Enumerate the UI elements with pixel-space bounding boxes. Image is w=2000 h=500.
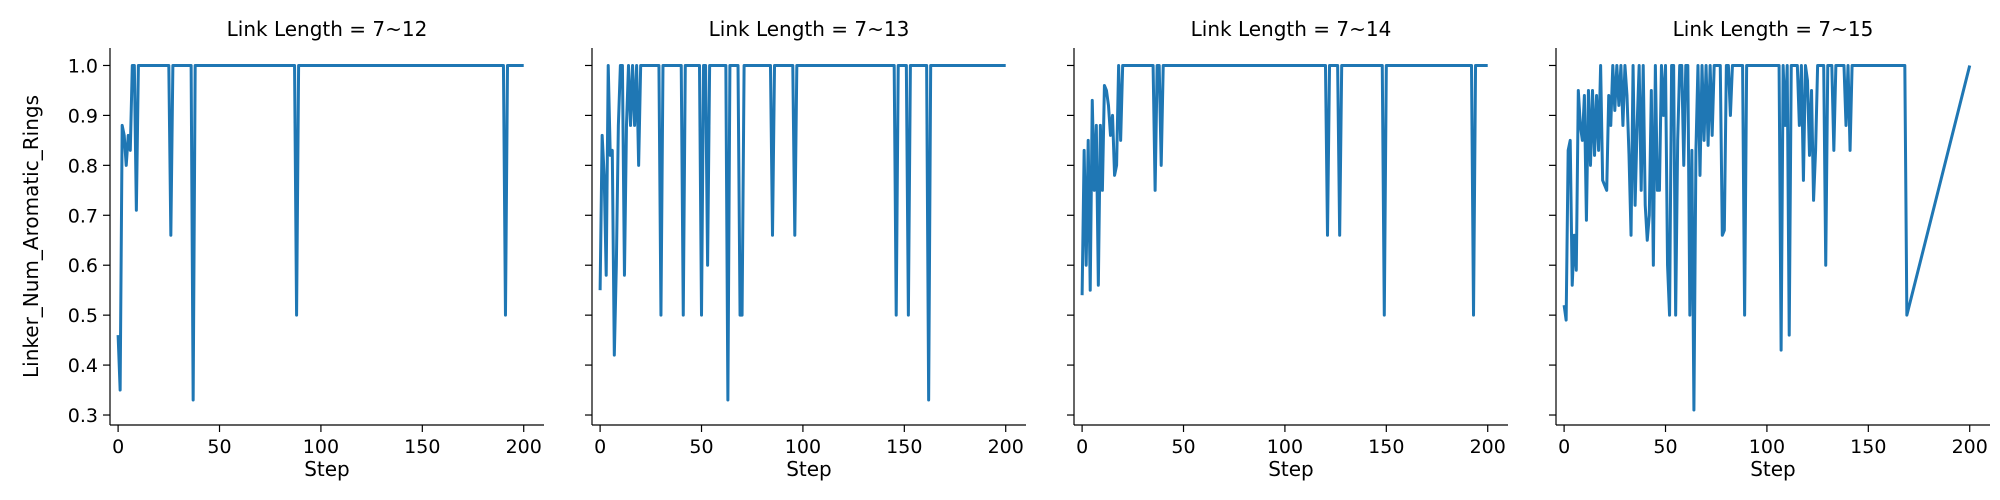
series-line bbox=[1562, 63, 1972, 412]
x-tick-label: 150 bbox=[886, 436, 922, 458]
y-tick-label: 0.9 bbox=[68, 105, 98, 127]
subplot-title: Link Length = 7~13 bbox=[709, 17, 910, 41]
y-tick-label: 0.8 bbox=[68, 155, 98, 177]
x-tick-label: 0 bbox=[1076, 436, 1088, 458]
x-tick-label: 200 bbox=[506, 436, 542, 458]
x-tick-label: 200 bbox=[1470, 436, 1506, 458]
subplot-7-13: Link Length = 7~13 Step 0 50 100 150 200 bbox=[585, 17, 1026, 481]
x-tick-label: 100 bbox=[1749, 436, 1785, 458]
subplot-7-15: Link Length = 7~15 Step 0 50 100 150 200 bbox=[1549, 17, 1990, 481]
series-line bbox=[1080, 63, 1488, 317]
y-tick-label: 1.0 bbox=[68, 55, 98, 77]
x-tick-label: 150 bbox=[1850, 436, 1886, 458]
x-tick-label: 100 bbox=[785, 436, 821, 458]
x-axis-label: Step bbox=[1750, 457, 1796, 481]
y-tick-label: 0.5 bbox=[68, 305, 98, 327]
x-axis-label: Step bbox=[1268, 457, 1314, 481]
axis-ticks: 0 50 100 150 200 bbox=[1549, 64, 1988, 458]
x-tick-label: 100 bbox=[303, 436, 339, 458]
x-tick-label: 50 bbox=[689, 436, 713, 458]
y-axis-label: Linker_Num_Aromatic_Rings bbox=[19, 95, 43, 378]
x-tick-label: 200 bbox=[988, 436, 1024, 458]
x-tick-label: 0 bbox=[594, 436, 606, 458]
subplot-title: Link Length = 7~14 bbox=[1191, 17, 1392, 41]
subplot-7-14: Link Length = 7~14 Step 0 50 100 150 200 bbox=[1067, 17, 1508, 481]
x-tick-label: 150 bbox=[404, 436, 440, 458]
x-tick-label: 50 bbox=[207, 436, 231, 458]
subplot-7-12: Link Length = 7~12 Step Linker_Num_Aroma… bbox=[19, 17, 544, 481]
x-tick-label: 0 bbox=[112, 436, 124, 458]
x-axis-label: Step bbox=[786, 457, 832, 481]
x-tick-label: 150 bbox=[1368, 436, 1404, 458]
x-tick-label: 50 bbox=[1653, 436, 1677, 458]
x-tick-label: 50 bbox=[1171, 436, 1195, 458]
x-tick-label: 0 bbox=[1558, 436, 1570, 458]
series-line bbox=[116, 63, 524, 402]
x-tick-label: 100 bbox=[1267, 436, 1303, 458]
y-tick-label: 0.4 bbox=[68, 355, 98, 377]
y-tick-label: 0.7 bbox=[68, 205, 98, 227]
series-line bbox=[598, 63, 1006, 402]
axis-ticks: 0 50 100 150 200 bbox=[585, 64, 1024, 458]
y-tick-label: 0.6 bbox=[68, 255, 98, 277]
x-axis-label: Step bbox=[304, 457, 350, 481]
subplot-title: Link Length = 7~12 bbox=[227, 17, 428, 41]
subplot-title: Link Length = 7~15 bbox=[1673, 17, 1874, 41]
y-tick-label: 0.3 bbox=[68, 405, 98, 427]
axis-ticks: 0 50 100 150 200 0.3 0.4 0.5 0.6 0.7 0.8 0.9 1.0 bbox=[68, 55, 542, 458]
axis-ticks: 0 50 100 150 200 bbox=[1067, 64, 1506, 458]
x-tick-label: 200 bbox=[1952, 436, 1988, 458]
